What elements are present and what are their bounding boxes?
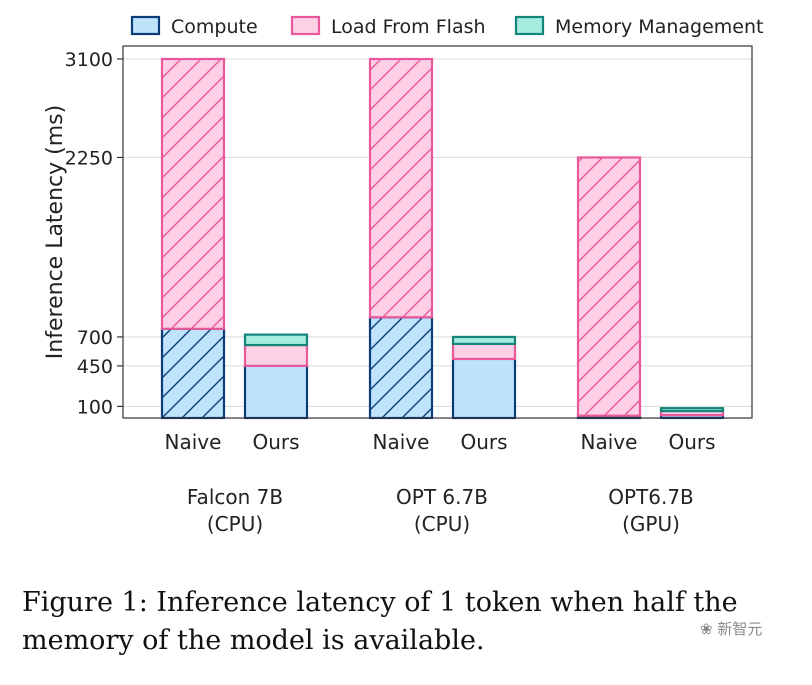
x-tick-label: Ours: [252, 430, 299, 454]
axes: [117, 45, 753, 419]
bar-segment: [451, 335, 517, 345]
watermark: ❀ 新智元: [700, 618, 762, 639]
legend-label: Compute: [171, 16, 258, 38]
y-tick-label: 2250: [65, 147, 113, 169]
group-label: OPT 6.7B: [396, 485, 488, 509]
legend-swatch: [514, 15, 545, 36]
y-tick-label: 100: [77, 396, 113, 418]
bar-segment: [659, 407, 725, 413]
bar-segment: [451, 357, 517, 420]
bar-hatch: [162, 328, 224, 418]
group-label-sub: (CPU): [207, 512, 263, 536]
grid-lines: [123, 58, 752, 407]
legend-label: Load From Flash: [331, 16, 486, 38]
legend-swatch: [290, 15, 321, 36]
stacked-bar-chart: Compute Load From Flash Memory Management …: [43, 15, 763, 536]
chart-legend: Compute Load From Flash Memory Management: [130, 15, 763, 38]
bar-hatch: [578, 415, 640, 418]
watermark-icon: ❀: [700, 620, 713, 638]
group-label: Falcon 7B: [187, 485, 283, 509]
bar-segment: [243, 333, 309, 347]
axis-labels: 100 450 700 2250 3100 Naive Ours Naive Ours Naive…: [43, 49, 716, 536]
bars: [160, 57, 725, 420]
watermark-text: 新智元: [717, 620, 763, 638]
bar-hatch: [578, 157, 640, 416]
legend-label: Memory Management: [555, 16, 763, 38]
bar-hatch: [370, 59, 432, 318]
x-tick-label: Ours: [668, 430, 715, 454]
x-tick-label: Naive: [373, 430, 430, 454]
figure-caption: Figure 1: Inference latency of 1 token w…: [22, 587, 738, 656]
y-tick-label: 700: [77, 327, 113, 349]
group-label: OPT6.7B: [608, 485, 694, 509]
y-tick-label: 3100: [65, 49, 113, 71]
x-tick-label: Ours: [460, 430, 507, 454]
y-tick-label: 450: [77, 356, 113, 378]
bar-segment: [451, 342, 517, 361]
bar-hatch: [370, 317, 432, 418]
plot-frame: [122, 45, 753, 419]
legend-swatch: [130, 15, 161, 36]
bar-hatch: [162, 59, 224, 329]
x-tick-label: Naive: [581, 430, 638, 454]
group-label-sub: (GPU): [622, 512, 680, 536]
bar-segment: [243, 364, 309, 420]
group-label-sub: (CPU): [414, 512, 470, 536]
bar-segment: [243, 343, 309, 367]
x-tick-label: Naive: [165, 430, 222, 454]
y-axis-label: Inference Latency (ms): [43, 105, 68, 359]
